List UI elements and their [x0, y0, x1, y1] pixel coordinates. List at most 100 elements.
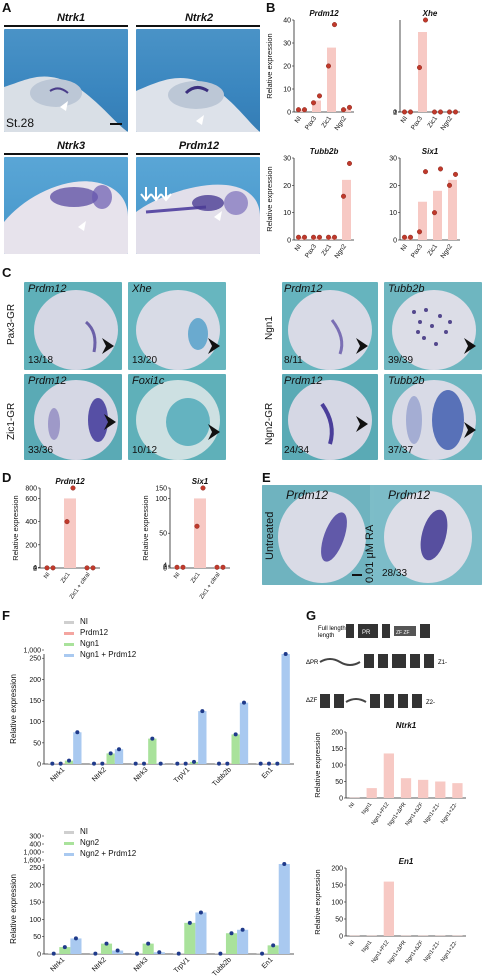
data-point: [296, 234, 302, 240]
legend-swatch: [64, 853, 74, 856]
panel-letter-g: G: [306, 608, 317, 623]
legend-label: Ngn1 + Prdm12: [80, 650, 137, 659]
tick-label: 0: [33, 566, 37, 573]
divider: [4, 153, 128, 155]
tick-label: 2: [393, 109, 397, 116]
legend-label: Ngn2 + Prdm12: [80, 849, 137, 858]
tick-label: 30: [283, 156, 291, 163]
data-point: [194, 523, 200, 529]
data-point: [326, 63, 332, 69]
row-label-zic1-gr: Zic1-GR: [6, 402, 17, 440]
tick-label: Pax3: [304, 115, 318, 131]
row-label-ngn2-gr: Ngn2-GR: [264, 402, 275, 445]
tick-label: 0: [37, 952, 41, 959]
data-point: [416, 229, 422, 235]
y-axis-label: Relative expression: [266, 33, 274, 98]
tick-label: Ngn1+ΔZF: [405, 801, 426, 827]
data-point: [51, 951, 56, 956]
data-point: [437, 109, 443, 115]
data-point: [446, 109, 452, 115]
data-point: [175, 761, 180, 766]
data-point: [452, 109, 458, 115]
scale-bar: [110, 123, 122, 125]
tick-label: NI: [400, 115, 410, 124]
data-point: [282, 862, 287, 866]
count-label: 37/37: [388, 445, 414, 456]
chart-title: Tubb2b: [310, 147, 339, 156]
construct-label: ΔZF: [306, 698, 318, 704]
data-point: [431, 109, 437, 115]
data-point: [229, 931, 234, 936]
embryo-image: [384, 374, 482, 460]
bar: [267, 945, 279, 954]
chart-title: Six1: [422, 147, 439, 156]
gene-label: Prdm12: [28, 283, 67, 295]
label-ntrk2: Ntrk2: [184, 12, 214, 24]
data-point: [64, 519, 70, 525]
gene-label: Foxi1c: [132, 375, 165, 387]
tick-label: 200: [331, 730, 343, 737]
data-point: [218, 951, 223, 956]
tick-label: 150: [331, 746, 343, 753]
bar: [239, 702, 249, 764]
data-point: [67, 758, 71, 763]
bar: [433, 190, 442, 240]
data-point: [340, 193, 346, 199]
embryo-image: [24, 282, 122, 370]
tick-label: Pax3: [410, 115, 424, 131]
tick-label: Zic1: [426, 115, 439, 129]
gene-label: Xhe: [132, 283, 152, 295]
data-point: [407, 109, 413, 115]
count-label: 33/36: [28, 445, 54, 456]
bar: [214, 567, 226, 568]
bar: [342, 179, 351, 240]
legend-swatch: [64, 632, 74, 635]
ra-label: 0.01 μM RA: [364, 524, 376, 583]
data-point: [150, 736, 155, 741]
legend-swatch: [64, 831, 74, 834]
data-point: [317, 234, 323, 240]
tick-label: Ntrk2: [91, 766, 108, 783]
data-point: [340, 107, 346, 113]
label-ntrk1: Ntrk1: [56, 12, 86, 24]
tick-label: 250: [29, 656, 41, 663]
tick-label: 1: [393, 109, 397, 116]
construct-label: Full length: [318, 626, 346, 632]
data-point: [75, 730, 80, 735]
legend-swatch: [64, 654, 74, 657]
legend-label: NI: [80, 827, 88, 836]
bar: [148, 738, 157, 764]
y-axis-label: Relative expression: [9, 874, 18, 944]
tick-label: 600: [25, 496, 37, 503]
data-point: [158, 761, 163, 766]
chart-title: Xhe: [422, 9, 438, 18]
bar: [400, 778, 412, 798]
data-point: [302, 234, 308, 240]
data-point: [446, 182, 452, 188]
tick-label: Ntrk3: [133, 956, 150, 973]
tick-label: Ngn1+ΔZF: [405, 939, 426, 965]
embryo-image-ntrk2: [136, 29, 260, 132]
panel-letter-b: B: [266, 0, 276, 15]
tick-label: 300: [29, 834, 41, 841]
tick-label: 10: [283, 87, 291, 94]
gene-label: Prdm12: [388, 488, 431, 502]
tick-label: 50: [33, 740, 41, 747]
bar: [70, 938, 82, 954]
data-point: [401, 109, 407, 115]
tick-label: Zic1 + citral: [69, 572, 92, 600]
legend-label: Ngn1: [80, 639, 100, 648]
data-point: [346, 104, 352, 110]
bar: [281, 654, 290, 764]
data-point: [146, 941, 151, 946]
legend-swatch: [64, 842, 74, 845]
tick-label: NI: [348, 801, 356, 809]
bar: [435, 781, 446, 798]
legend-label: Prdm12: [80, 628, 109, 637]
data-point: [317, 93, 323, 99]
data-point: [84, 565, 90, 571]
data-point: [452, 171, 458, 177]
tick-label: 50: [335, 917, 343, 924]
